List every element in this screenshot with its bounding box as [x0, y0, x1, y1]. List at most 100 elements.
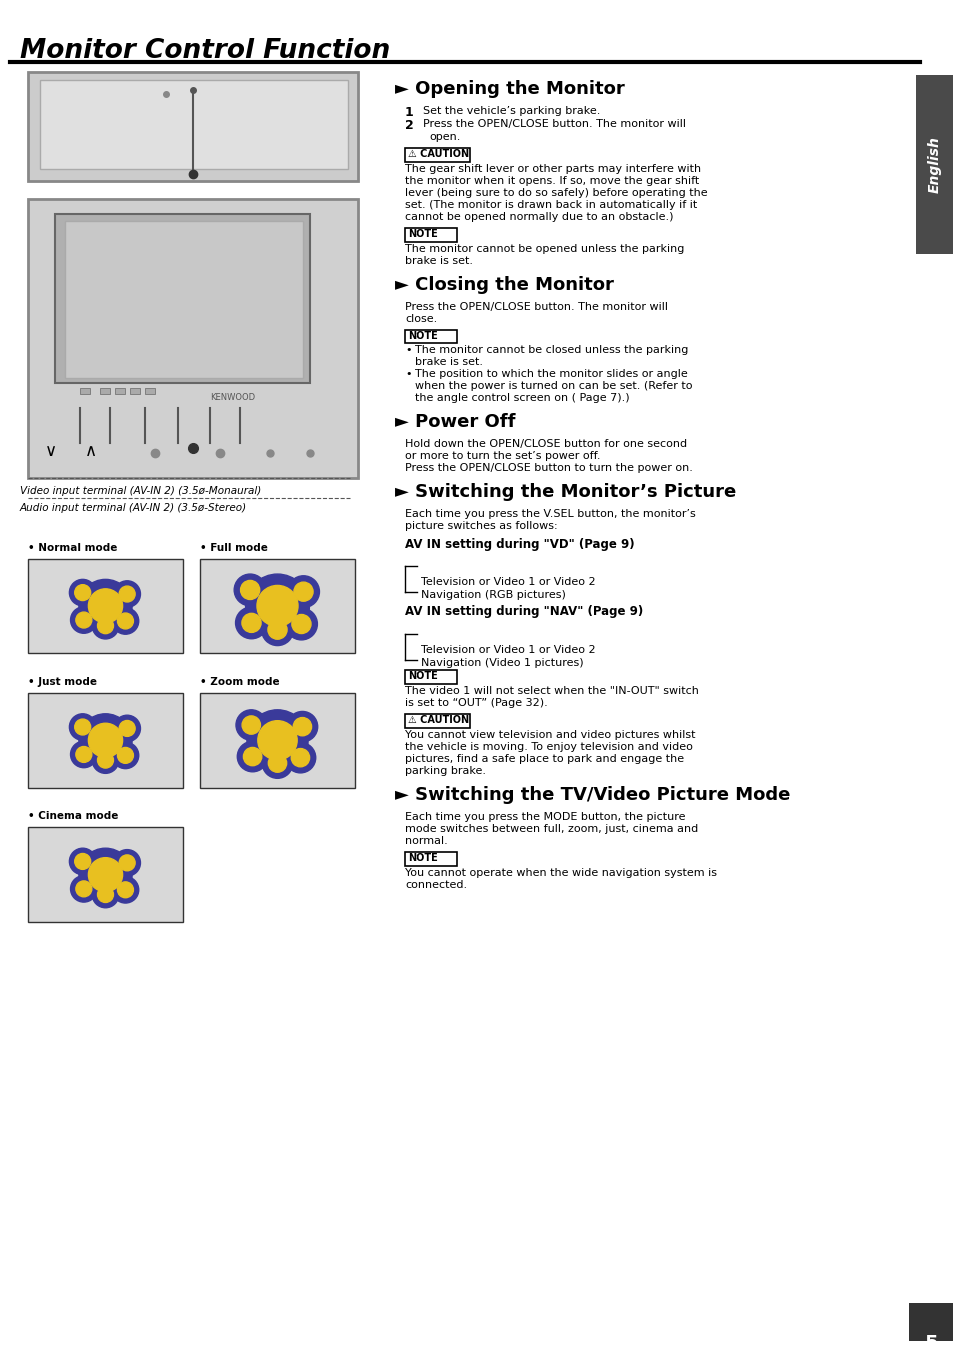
- Text: Television or Video 1 or Video 2: Television or Video 1 or Video 2: [420, 577, 595, 588]
- Circle shape: [233, 574, 266, 605]
- Circle shape: [268, 620, 287, 639]
- Text: AV IN setting during "NAV" (Page 9): AV IN setting during "NAV" (Page 9): [405, 605, 642, 617]
- Bar: [200, 559, 355, 653]
- Text: Each time you press the MODE button, the picture: Each time you press the MODE button, the…: [405, 811, 685, 822]
- Text: 5: 5: [923, 1334, 937, 1353]
- Circle shape: [287, 711, 317, 742]
- Text: • Full mode: • Full mode: [200, 543, 268, 552]
- Text: lever (being sure to do so safely) before operating the: lever (being sure to do so safely) befor…: [405, 189, 707, 198]
- Text: cannot be opened normally due to an obstacle.): cannot be opened normally due to an obst…: [405, 212, 673, 223]
- Circle shape: [89, 723, 123, 757]
- Text: Each time you press the V.SEL button, the monitor’s: Each time you press the V.SEL button, th…: [405, 509, 695, 518]
- Circle shape: [74, 585, 91, 601]
- Circle shape: [119, 586, 135, 603]
- Text: close.: close.: [405, 313, 436, 323]
- Circle shape: [293, 718, 312, 735]
- Text: Set the vehicle’s parking brake.: Set the vehicle’s parking brake.: [422, 106, 599, 115]
- Circle shape: [119, 855, 135, 871]
- Bar: [405, 228, 456, 242]
- Bar: [65, 221, 303, 379]
- Text: set. (The monitor is drawn back in automatically if it: set. (The monitor is drawn back in autom…: [405, 199, 697, 210]
- Text: The gear shift lever or other parts may interfere with: The gear shift lever or other parts may …: [405, 164, 700, 174]
- Bar: [908, 1303, 953, 1341]
- Circle shape: [70, 848, 96, 875]
- Text: the angle control screen on ( Page 7).): the angle control screen on ( Page 7).): [415, 394, 629, 403]
- Text: the vehicle is moving. To enjoy television and video: the vehicle is moving. To enjoy televisi…: [405, 742, 692, 752]
- Bar: [55, 214, 310, 383]
- Circle shape: [247, 710, 308, 771]
- Text: Navigation (Video 1 pictures): Navigation (Video 1 pictures): [420, 658, 583, 668]
- Text: • Normal mode: • Normal mode: [28, 543, 117, 552]
- Text: Monitor Control Function: Monitor Control Function: [20, 38, 390, 64]
- Text: Press the OPEN/CLOSE button to turn the power on.: Press the OPEN/CLOSE button to turn the …: [405, 463, 692, 474]
- Circle shape: [117, 882, 133, 898]
- Text: NOTE: NOTE: [408, 852, 437, 863]
- Bar: [145, 388, 154, 395]
- Circle shape: [119, 721, 135, 737]
- Circle shape: [294, 582, 313, 601]
- Bar: [405, 670, 456, 684]
- Bar: [405, 330, 456, 343]
- Bar: [115, 388, 125, 395]
- Circle shape: [117, 613, 133, 628]
- Text: connected.: connected.: [405, 879, 467, 890]
- Text: 2: 2: [405, 119, 414, 133]
- Circle shape: [97, 617, 113, 634]
- Circle shape: [261, 613, 294, 646]
- Bar: [28, 828, 183, 921]
- Text: pictures, find a safe place to park and engage the: pictures, find a safe place to park and …: [405, 754, 683, 764]
- Text: The position to which the monitor slides or angle: The position to which the monitor slides…: [415, 369, 687, 380]
- Text: Press the OPEN/CLOSE button. The monitor will: Press the OPEN/CLOSE button. The monitor…: [405, 301, 667, 312]
- Circle shape: [113, 849, 140, 877]
- Bar: [28, 693, 183, 787]
- Circle shape: [79, 579, 132, 632]
- Text: brake is set.: brake is set.: [405, 256, 473, 266]
- Circle shape: [92, 612, 119, 639]
- Circle shape: [237, 741, 268, 772]
- Bar: [28, 199, 357, 478]
- Text: normal.: normal.: [405, 836, 447, 845]
- Text: ► Switching the Monitor’s Picture: ► Switching the Monitor’s Picture: [395, 483, 736, 501]
- Bar: [80, 388, 90, 395]
- Bar: [200, 693, 355, 787]
- Circle shape: [235, 607, 267, 639]
- Circle shape: [117, 748, 133, 764]
- Text: is set to “OUT” (Page 32).: is set to “OUT” (Page 32).: [405, 699, 547, 708]
- Circle shape: [76, 612, 91, 628]
- Circle shape: [97, 752, 113, 768]
- Circle shape: [71, 741, 97, 768]
- Text: Hold down the OPEN/CLOSE button for one second: Hold down the OPEN/CLOSE button for one …: [405, 440, 686, 449]
- Circle shape: [113, 715, 140, 742]
- Text: KENWOOD: KENWOOD: [210, 394, 254, 402]
- Text: ► Switching the TV/Video Picture Mode: ► Switching the TV/Video Picture Mode: [395, 786, 789, 803]
- Circle shape: [76, 746, 91, 763]
- Bar: [28, 828, 183, 921]
- Text: ► Opening the Monitor: ► Opening the Monitor: [395, 80, 624, 98]
- Circle shape: [71, 607, 97, 634]
- Text: Video input terminal (AV-IN 2) (3.5ø-Monaural): Video input terminal (AV-IN 2) (3.5ø-Mon…: [20, 486, 261, 495]
- Text: 1: 1: [405, 106, 414, 118]
- Text: NOTE: NOTE: [408, 331, 437, 341]
- Text: AV IN setting during "VD" (Page 9): AV IN setting during "VD" (Page 9): [405, 537, 634, 551]
- Bar: [28, 559, 183, 653]
- Text: when the power is turned on can be set. (Refer to: when the power is turned on can be set. …: [415, 381, 692, 391]
- Bar: [915, 75, 953, 254]
- Circle shape: [245, 574, 309, 638]
- Text: The monitor cannot be opened unless the parking: The monitor cannot be opened unless the …: [405, 244, 683, 254]
- Circle shape: [287, 575, 319, 608]
- Bar: [28, 72, 357, 182]
- Circle shape: [242, 716, 260, 734]
- Text: •: •: [405, 369, 411, 380]
- Text: The video 1 will not select when the "IN-OUT" switch: The video 1 will not select when the "IN…: [405, 687, 699, 696]
- Circle shape: [268, 754, 286, 772]
- Text: Navigation (RGB pictures): Navigation (RGB pictures): [420, 590, 565, 600]
- Text: the monitor when it opens. If so, move the gear shift: the monitor when it opens. If so, move t…: [405, 176, 699, 186]
- Text: or more to turn the set’s power off.: or more to turn the set’s power off.: [405, 451, 599, 461]
- Bar: [200, 693, 355, 787]
- Circle shape: [242, 613, 261, 632]
- Circle shape: [240, 581, 259, 600]
- Circle shape: [285, 742, 315, 773]
- Text: ► Power Off: ► Power Off: [395, 413, 515, 432]
- Text: You cannot operate when the wide navigation system is: You cannot operate when the wide navigat…: [405, 867, 717, 878]
- Text: •: •: [405, 346, 411, 356]
